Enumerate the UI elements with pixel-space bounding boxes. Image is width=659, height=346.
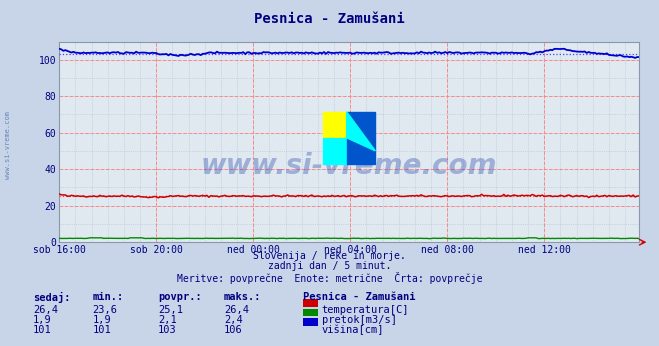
Text: maks.:: maks.: [224, 292, 262, 302]
Bar [347, 112, 376, 164]
Text: 25,1: 25,1 [158, 305, 183, 315]
Text: pretok[m3/s]: pretok[m3/s] [322, 315, 397, 325]
Text: višina[cm]: višina[cm] [322, 325, 384, 335]
Bar [323, 138, 347, 164]
Text: povpr.:: povpr.: [158, 292, 202, 302]
Text: sedaj:: sedaj: [33, 292, 71, 303]
Text: 101: 101 [92, 325, 111, 335]
Text: min.:: min.: [92, 292, 123, 302]
Text: 2,4: 2,4 [224, 315, 243, 325]
Text: Pesnica - Zamušani: Pesnica - Zamušani [303, 292, 416, 302]
Text: 1,9: 1,9 [33, 315, 51, 325]
Text: Meritve: povprečne  Enote: metrične  Črta: povprečje: Meritve: povprečne Enote: metrične Črta:… [177, 272, 482, 284]
Text: 26,4: 26,4 [224, 305, 249, 315]
Text: www.si-vreme.com: www.si-vreme.com [5, 111, 11, 179]
Text: www.si-vreme.com: www.si-vreme.com [201, 152, 498, 180]
Bar [323, 112, 347, 138]
Text: 26,4: 26,4 [33, 305, 58, 315]
Text: zadnji dan / 5 minut.: zadnji dan / 5 minut. [268, 261, 391, 271]
Text: Pesnica - Zamušani: Pesnica - Zamušani [254, 12, 405, 26]
Text: 101: 101 [33, 325, 51, 335]
Text: 1,9: 1,9 [92, 315, 111, 325]
Text: Slovenija / reke in morje.: Slovenija / reke in morje. [253, 251, 406, 261]
Polygon shape [347, 112, 376, 151]
Text: 23,6: 23,6 [92, 305, 117, 315]
Text: 103: 103 [158, 325, 177, 335]
Text: temperatura[C]: temperatura[C] [322, 305, 409, 315]
Text: 2,1: 2,1 [158, 315, 177, 325]
Text: 106: 106 [224, 325, 243, 335]
